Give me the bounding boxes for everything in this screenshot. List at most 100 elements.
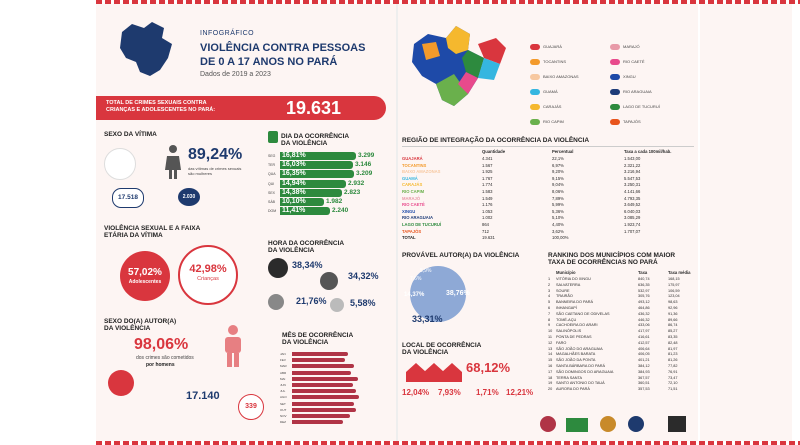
regiao-cell: MARAJÓ: [402, 195, 421, 201]
mes-bar: [292, 364, 354, 369]
dia-bar: [280, 207, 330, 216]
dia-row-value: 3.146: [355, 161, 372, 169]
ranking-cell: 91,36: [668, 311, 678, 316]
mes-bar: [292, 401, 354, 406]
ranking-cell: MAGALHÃES BARATA: [556, 352, 596, 357]
regiao-cell: 8,06%: [552, 189, 564, 194]
etaria-title: VIOLÊNCIA SEXUAL E A FAIXA ETÁRIA DA VÍT…: [104, 225, 200, 239]
dia-bar: [280, 152, 356, 160]
ranking-cell: SÃO JOÃO DO ARAGUAIA: [556, 346, 603, 351]
legend-label: BAIXO AMAZONAS: [543, 74, 579, 80]
ranking-rank: 15: [548, 358, 553, 363]
autor-prov-title: PROVÁVEL AUTOR(A) DA VIOLÊNCIA: [402, 252, 520, 259]
ranking-rank: 2: [548, 282, 551, 287]
ranking-cell: 636,35: [638, 282, 650, 287]
ranking-cell: PONTA DE PEDRAS: [556, 335, 592, 339]
mes-row-label: SET: [280, 401, 286, 406]
dia-bar-chart: SEG 16,81% 3.299 TER 16,03% 3.146 QUA 16,35% 3.2…: [268, 152, 388, 218]
mes-title-line2: DA VIOLÊNCIA: [282, 339, 329, 346]
legend-label: CARAJÁS: [543, 104, 562, 110]
ranking-cell: 436,32: [638, 311, 650, 316]
local-p4: 12,21%: [506, 388, 534, 397]
ranking-cell: 401,21: [638, 358, 650, 363]
legend-swatch: [530, 59, 540, 65]
regiao-cell: BAIXO AMAZONAS: [402, 169, 441, 175]
autor-male-circle: [108, 370, 134, 396]
regiao-cell: 1.774: [482, 182, 493, 188]
ranking-rank: 6: [548, 306, 551, 310]
ranking-cell: 305,76: [638, 294, 650, 299]
header-title-line1: VIOLÊNCIA CONTRA PESSOAS: [200, 42, 366, 54]
local-title: LOCAL DE OCORRÊNCIA DA VIOLÊNCIA: [402, 342, 481, 356]
dia-row-label: DOM: [268, 209, 277, 214]
regiao-cell: 9,04%: [552, 182, 564, 188]
regiao-cell: GUAMÁ: [402, 175, 418, 181]
autor-prov-pie: [410, 266, 466, 322]
regiao-cell: 3.250,31: [624, 182, 641, 188]
ranking-rank: 1: [548, 277, 551, 281]
ranking-rank: 10: [548, 329, 553, 334]
hora-title-line1: HORA DA OCORRÊNCIA: [268, 240, 345, 247]
ranking-rank: 14: [548, 352, 553, 357]
ranking-cell: TOMÉ-AÇU: [556, 317, 577, 322]
ranking-cell: 532,97: [638, 288, 650, 293]
dia-bar-pct: 11,41%: [282, 207, 306, 215]
regiao-cell: TOCANTINS: [402, 162, 427, 168]
mes-bar: [292, 370, 351, 375]
autor-prov-s3: 14,37%: [404, 292, 425, 298]
mes-bar: [292, 358, 345, 363]
legend-item: RIO ARAGUAIA: [610, 89, 652, 95]
regiao-cell: 100,00%: [552, 235, 569, 241]
regiao-cell: RIO CAPIM: [402, 189, 425, 194]
regiao-cell: 1.707,07: [624, 228, 641, 234]
hora-p2: 34,32%: [348, 271, 379, 281]
regiao-cell: 3.216,94: [624, 169, 641, 175]
hora-p3: 21,76%: [296, 296, 327, 306]
legend-label: XINGU: [623, 74, 636, 80]
legend-item: CARAJÁS: [530, 104, 561, 110]
total-label-line2: CRIANÇAS E ADOLESCENTES NO PARÁ:: [106, 107, 216, 113]
legend-item: XINGU: [610, 74, 636, 80]
legend-label: RIO CAPIM: [543, 119, 564, 125]
criancas-circle: [178, 245, 238, 305]
dia-bar: [280, 198, 324, 206]
mes-row-label: MAI: [280, 376, 286, 381]
criancas-label: Crianças: [197, 276, 219, 282]
ranking-cell: INHANGAPÍ: [556, 306, 577, 310]
ranking-cell: 384,93: [638, 369, 650, 374]
regiao-cell: RIO CAETÉ: [402, 202, 425, 208]
dia-bar-pct: 14,38%: [282, 188, 306, 196]
regiao-cell: GUAJARÁ: [402, 156, 423, 161]
male-count: 2.030: [178, 188, 200, 206]
ranking-title-line1: RANKING DOS MUNICÍPIOS COM MAIOR: [548, 252, 676, 259]
ranking-header-cell: Município: [556, 270, 576, 275]
total-label: TOTAL DE CRIMES SEXUAIS CONTRA CRIANÇAS …: [106, 100, 215, 114]
sexo-vitima-title: SEXO DA VÍTIMA: [104, 131, 157, 138]
legend-label: RIO ARAGUAIA: [623, 89, 652, 95]
autor-prov-s2: 7,6%: [410, 276, 422, 282]
ranking-header-cell: Taxa média: [668, 270, 691, 275]
regiao-cell: 4,40%: [552, 222, 564, 227]
legend-item: TAPAJÓS: [610, 119, 641, 125]
legend-label: MARAJÓ: [623, 44, 640, 50]
clock-icon-2: [320, 272, 338, 290]
local-title-line1: LOCAL DE OCORRÊNCIA: [402, 342, 482, 349]
local-title-line2: DA VIOLÊNCIA: [402, 349, 449, 356]
ranking-cell: 81,23: [668, 352, 678, 357]
ranking-cell: 840,74: [638, 277, 650, 281]
regiao-cell: 1.543,00: [624, 156, 641, 161]
regiao-cell: 4.341: [482, 156, 493, 161]
ranking-rank: 17: [548, 369, 553, 374]
ranking-rank: 5: [548, 300, 551, 305]
regiao-cell: 5,36%: [552, 208, 564, 214]
adolescentes-pct: 57,02%: [128, 267, 162, 278]
regiao-header-cell: Percentual: [552, 149, 574, 154]
regiao-cell: 1.567: [482, 162, 493, 168]
regiao-cell: 5,10%: [552, 215, 564, 221]
mes-bar: [292, 389, 356, 394]
ranking-cell: 81,97: [668, 346, 678, 351]
ranking-cell: 464,86: [638, 306, 650, 310]
ranking-rank: 12: [548, 340, 553, 345]
ranking-cell: 83,35: [668, 335, 678, 339]
regiao-title: REGIÃO DE INTEGRAÇÃO DA OCORRÊNCIA DA VI…: [402, 137, 590, 144]
